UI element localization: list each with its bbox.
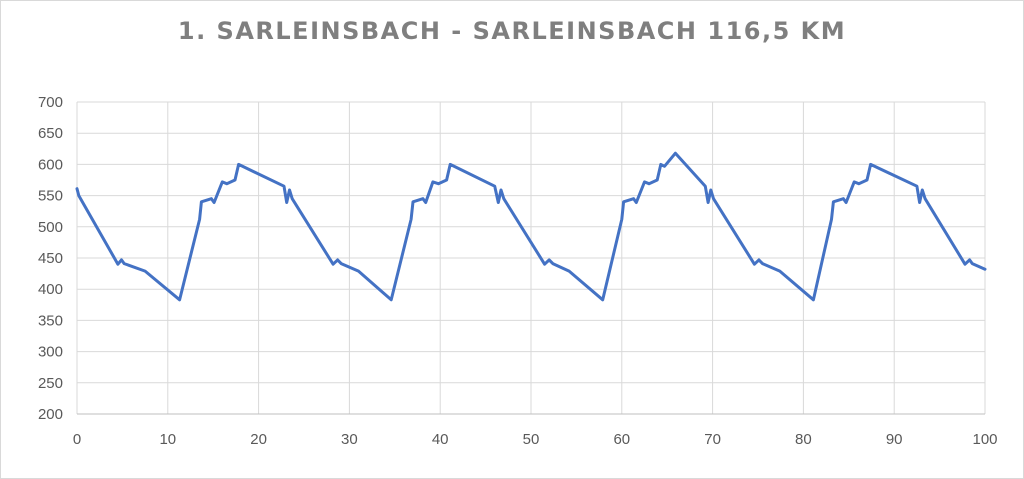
elevation-series-line: [75, 151, 987, 302]
x-tick-label: 50: [523, 431, 540, 448]
x-tick-label: 0: [73, 431, 81, 448]
y-tick-label: 650: [38, 125, 63, 142]
x-tick-label: 90: [886, 431, 903, 448]
y-tick-label: 200: [38, 406, 63, 423]
x-tick-label: 40: [432, 431, 449, 448]
x-tick-label: 80: [795, 431, 812, 448]
y-tick-label: 500: [38, 219, 63, 236]
y-tick-label: 300: [38, 344, 63, 361]
x-tick-label: 100: [972, 431, 997, 448]
x-tick-label: 10: [159, 431, 176, 448]
y-tick-label: 400: [38, 281, 63, 298]
y-tick-label: 350: [38, 312, 63, 329]
chart-title: 1. SARLEINSBACH - SARLEINSBACH 116,5 KM: [177, 17, 847, 45]
y-tick-label: 700: [38, 94, 63, 111]
y-tick-label: 450: [38, 250, 63, 267]
x-tick-label: 30: [341, 431, 358, 448]
x-tick-label: 20: [250, 431, 267, 448]
y-tick-label: 600: [38, 156, 63, 173]
x-tick-label: 70: [704, 431, 721, 448]
y-tick-label: 250: [38, 375, 63, 392]
y-tick-label: 550: [38, 188, 63, 205]
x-tick-label: 60: [613, 431, 630, 448]
